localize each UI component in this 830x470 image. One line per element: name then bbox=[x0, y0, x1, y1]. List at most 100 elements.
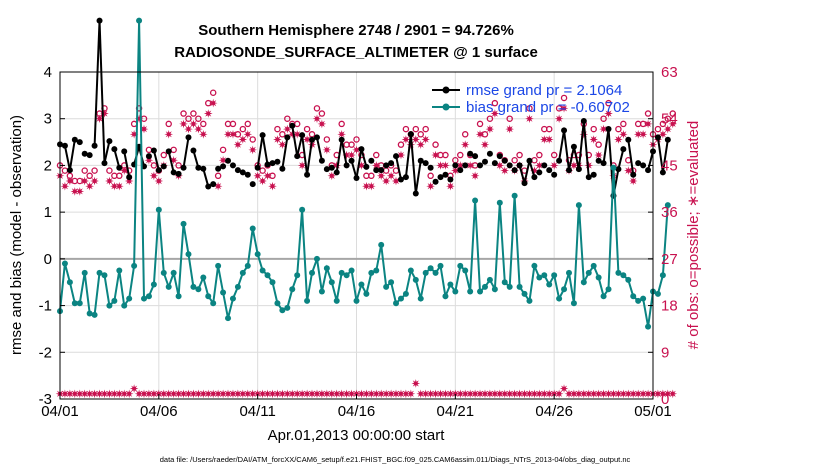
obs-bottom-marker bbox=[589, 389, 598, 399]
bias-point bbox=[363, 290, 370, 297]
rmse-point bbox=[635, 160, 642, 167]
bias-point bbox=[338, 269, 345, 276]
x-tick-label: 05/01 bbox=[634, 403, 672, 420]
rmse-point bbox=[640, 162, 647, 169]
obs-possible-marker bbox=[422, 125, 429, 133]
rmse-line-segment bbox=[340, 139, 348, 166]
rmse-line-segment bbox=[355, 148, 363, 179]
bias-point bbox=[353, 297, 360, 304]
obs-bottom-marker bbox=[653, 389, 663, 399]
obs-evaluated-marker bbox=[465, 161, 475, 170]
rmse-point bbox=[437, 174, 444, 181]
bias-point bbox=[343, 272, 350, 279]
bias-point bbox=[565, 269, 572, 276]
obs-evaluated-marker bbox=[594, 150, 603, 160]
obs-possible-marker bbox=[560, 94, 568, 102]
bias-point bbox=[145, 293, 152, 300]
obs-possible-marker bbox=[91, 167, 98, 174]
obs-bottom-marker bbox=[159, 389, 169, 399]
obs-bottom-marker bbox=[80, 389, 89, 399]
bias-point bbox=[254, 251, 261, 258]
rmse-point bbox=[397, 176, 404, 183]
rmse-point bbox=[541, 162, 548, 169]
obs-bottom-marker bbox=[65, 389, 75, 399]
rmse-point bbox=[145, 153, 152, 160]
bias-point bbox=[496, 199, 503, 206]
bias-point bbox=[422, 269, 429, 276]
rmse-point bbox=[496, 153, 503, 160]
bias-point bbox=[294, 272, 301, 279]
obs-bottom-marker bbox=[643, 389, 653, 399]
rmse-line-segment bbox=[523, 160, 531, 184]
rmse-point bbox=[373, 167, 380, 174]
rmse-point bbox=[506, 162, 513, 169]
bias-point bbox=[259, 267, 266, 274]
obs-evaluated-marker bbox=[223, 130, 233, 139]
obs-evaluated-marker bbox=[154, 176, 164, 186]
obs-bottom-marker bbox=[574, 389, 584, 399]
x-tick-label: 04/16 bbox=[338, 403, 376, 420]
obs-bottom-marker bbox=[100, 389, 109, 399]
obs-evaluated-marker bbox=[85, 181, 94, 191]
bias-point bbox=[506, 283, 513, 290]
rmse-point bbox=[249, 181, 256, 188]
rmse-line-segment bbox=[68, 139, 76, 171]
obs-evaluated-marker bbox=[614, 135, 623, 144]
obs-possible-marker bbox=[605, 99, 612, 107]
obs-bottom-marker bbox=[278, 389, 287, 399]
bias-point bbox=[264, 272, 271, 279]
y2-tick-label: 27 bbox=[661, 251, 678, 268]
rmse-line-segment bbox=[256, 134, 264, 168]
obs-bottom-marker bbox=[441, 389, 450, 399]
obs-bottom-marker bbox=[223, 389, 233, 399]
obs-bottom-marker bbox=[609, 389, 618, 399]
legend-rmse-marker bbox=[442, 86, 450, 94]
obs-evaluated-marker bbox=[253, 171, 262, 181]
bias-point bbox=[664, 202, 671, 209]
obs-possible-marker bbox=[195, 115, 202, 122]
obs-evaluated-marker bbox=[381, 176, 391, 186]
obs-evaluated-marker bbox=[243, 130, 253, 139]
obs-bottom-marker bbox=[139, 389, 149, 399]
bias-point bbox=[551, 272, 558, 279]
obs-evaluated-marker bbox=[60, 181, 70, 191]
obs-possible-marker bbox=[175, 162, 182, 169]
bias-point bbox=[447, 281, 454, 288]
rmse-point bbox=[318, 157, 325, 164]
rmse-line-segment bbox=[63, 145, 71, 171]
rmse-line-segment bbox=[395, 155, 402, 180]
obs-evaluated-marker bbox=[376, 171, 386, 181]
bias-point bbox=[274, 300, 281, 307]
rmse-point bbox=[447, 176, 454, 183]
bias-point bbox=[71, 300, 78, 307]
bias-point bbox=[393, 300, 400, 307]
obs-evaluated-marker bbox=[258, 176, 267, 186]
bias-point bbox=[81, 269, 88, 276]
bias-point bbox=[333, 297, 340, 304]
obs-bottom-marker bbox=[297, 389, 307, 399]
y2-tick-label: 36 bbox=[661, 204, 678, 221]
bias-point bbox=[645, 323, 652, 330]
obs-bottom-marker bbox=[411, 379, 421, 388]
obs-bottom-marker bbox=[465, 389, 475, 399]
obs-evaluated-marker bbox=[540, 135, 549, 144]
rmse-point bbox=[477, 162, 484, 169]
bias-point bbox=[190, 283, 197, 290]
obs-bottom-marker bbox=[396, 389, 406, 399]
obs-bottom-marker bbox=[554, 389, 564, 399]
y-tick-label: -2 bbox=[39, 344, 52, 361]
obs-bottom-marker bbox=[624, 389, 633, 399]
rmse-line-segment bbox=[661, 139, 669, 173]
obs-evaluated-marker bbox=[203, 109, 213, 118]
obs-bottom-marker bbox=[663, 389, 673, 399]
obs-possible-marker bbox=[506, 115, 513, 122]
rmse-point bbox=[210, 181, 217, 188]
x-tick-label: 04/06 bbox=[140, 403, 178, 420]
obs-evaluated-marker bbox=[638, 130, 648, 139]
bias-point bbox=[234, 283, 241, 290]
obs-bottom-marker bbox=[105, 389, 114, 399]
obs-evaluated-marker bbox=[312, 114, 322, 123]
rmse-line-segment bbox=[563, 130, 570, 171]
obs-evaluated-marker bbox=[604, 109, 613, 118]
bias-point bbox=[595, 274, 602, 281]
